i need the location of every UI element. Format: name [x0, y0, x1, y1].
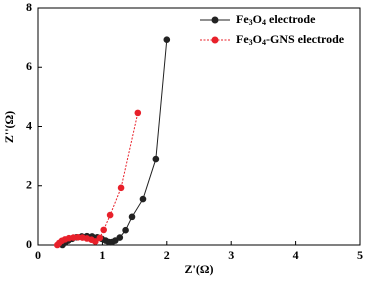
series-line	[62, 39, 168, 246]
data-point	[152, 155, 160, 163]
x-tick-label: 3	[228, 248, 234, 262]
y-tick-label: 2	[26, 178, 32, 192]
data-point	[134, 109, 142, 117]
x-tick-label: 0	[35, 248, 41, 262]
legend-marker	[211, 36, 219, 44]
data-point	[100, 226, 107, 234]
y-tick-label: 4	[26, 118, 32, 132]
x-tick-label: 2	[164, 248, 170, 262]
data-point	[92, 238, 99, 245]
x-tick-label: 4	[293, 248, 299, 262]
legend-label: Fe3O4-GNS electrode	[236, 32, 345, 47]
legend-marker	[211, 16, 219, 24]
y-axis-label: Z''(Ω)	[2, 111, 16, 143]
legend-label: Fe3O4 electrode	[236, 12, 316, 27]
y-tick-label: 0	[26, 237, 32, 251]
x-tick-label: 5	[357, 248, 363, 262]
data-point	[116, 234, 124, 241]
y-tick-label: 6	[26, 59, 32, 73]
x-axis-label: Z'(Ω)	[185, 262, 214, 276]
data-point	[106, 211, 114, 219]
data-point	[117, 184, 125, 192]
data-point	[128, 213, 136, 221]
data-point	[122, 226, 129, 234]
series-line	[56, 112, 139, 246]
data-point	[96, 234, 104, 242]
y-tick-label: 8	[26, 0, 32, 14]
data-point	[139, 195, 147, 203]
x-tick-label: 1	[99, 248, 105, 262]
data-point	[163, 36, 171, 43]
